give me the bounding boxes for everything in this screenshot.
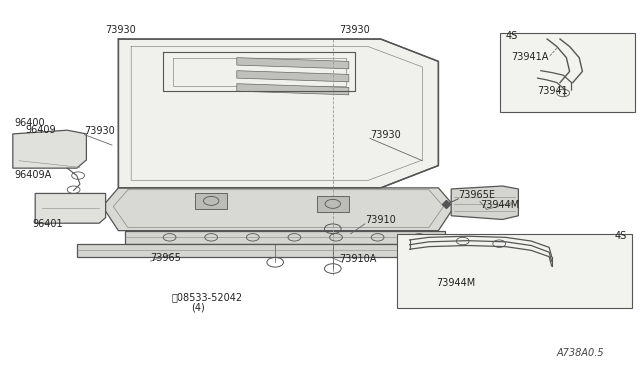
Polygon shape [35, 193, 106, 223]
Polygon shape [125, 231, 445, 244]
Bar [195, 193, 227, 209]
Text: 96409: 96409 [26, 125, 56, 135]
Bar [397, 234, 632, 308]
Text: 73941A: 73941A [511, 51, 548, 61]
Text: Ⓢ08533-52042: Ⓢ08533-52042 [172, 292, 243, 302]
Text: 73930: 73930 [339, 25, 370, 35]
Text: 73930: 73930 [370, 129, 401, 140]
Text: 73944M: 73944M [436, 278, 476, 288]
Text: 4S: 4S [506, 31, 518, 41]
Text: 73910A: 73910A [339, 254, 376, 264]
Polygon shape [118, 39, 438, 188]
Text: A738A0.5: A738A0.5 [557, 348, 604, 358]
Polygon shape [237, 84, 349, 95]
Text: 96400: 96400 [14, 118, 45, 128]
Text: 96409A: 96409A [14, 170, 51, 180]
Bar [500, 33, 635, 112]
Polygon shape [237, 58, 349, 69]
Polygon shape [451, 186, 518, 219]
Text: 4S: 4S [614, 231, 627, 241]
Text: 73965E: 73965E [458, 190, 495, 200]
Text: 73930: 73930 [106, 25, 136, 35]
Text: (4): (4) [191, 303, 204, 313]
Text: 73930: 73930 [84, 126, 115, 136]
Bar [317, 196, 349, 212]
Polygon shape [237, 71, 349, 82]
Polygon shape [77, 244, 416, 257]
Text: 73941: 73941 [538, 86, 568, 96]
Polygon shape [102, 188, 454, 231]
Text: 73965: 73965 [150, 253, 181, 263]
Text: 73910: 73910 [365, 215, 396, 225]
Polygon shape [13, 130, 86, 168]
Text: 96401: 96401 [32, 219, 63, 229]
Text: 73944M: 73944M [480, 200, 519, 210]
